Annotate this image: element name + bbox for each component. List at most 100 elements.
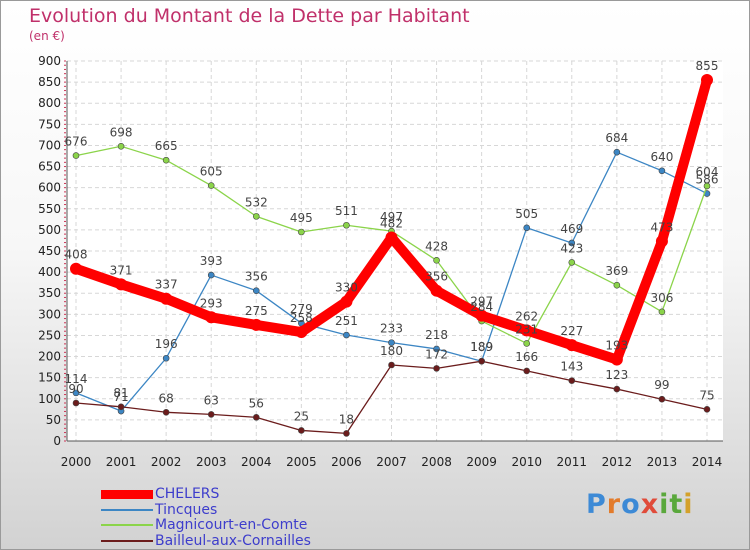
y-tick-label: 250 (38, 328, 61, 342)
data-label: 371 (110, 263, 133, 277)
data-label: 180 (380, 344, 403, 358)
y-minor-tick (64, 166, 66, 168)
x-tick-label: 2002 (151, 455, 182, 469)
legend-label: Tincques (155, 501, 218, 518)
y-minor-tick (64, 212, 66, 214)
y-minor-tick (64, 368, 66, 370)
y-minor-tick (64, 432, 66, 434)
x-tick-label: 2005 (286, 455, 317, 469)
y-minor-tick (64, 144, 66, 146)
data-label: 423 (560, 241, 583, 255)
legend-swatch (101, 508, 153, 511)
data-point (117, 403, 125, 411)
y-minor-tick (64, 106, 66, 108)
data-label: 408 (65, 248, 88, 262)
data-label: 189 (470, 340, 493, 354)
data-point (568, 377, 576, 384)
data-label: 143 (560, 360, 583, 374)
y-tick-label: 600 (38, 181, 61, 195)
data-point (433, 345, 440, 353)
data-label: 665 (155, 139, 178, 153)
y-tick-label: 200 (38, 350, 61, 364)
y-tick-label: 100 (38, 392, 61, 406)
data-label: 81 (113, 386, 128, 400)
y-minor-tick (64, 111, 66, 113)
data-point (252, 213, 260, 220)
y-tick-label: 550 (38, 202, 61, 216)
data-label: 511 (335, 204, 358, 218)
data-label: 330 (335, 281, 358, 295)
y-minor-tick (64, 301, 66, 303)
data-label: 279 (290, 302, 313, 316)
y-minor-tick (64, 440, 66, 442)
data-label: 166 (515, 350, 538, 364)
x-tick-label: 2014 (692, 455, 723, 469)
data-point (207, 411, 215, 418)
data-label: 505 (515, 207, 538, 221)
y-minor-tick (64, 199, 66, 201)
data-point (72, 389, 80, 397)
data-point (162, 408, 170, 416)
y-minor-tick (64, 398, 66, 400)
data-label: 428 (425, 239, 448, 253)
data-point (250, 318, 263, 331)
y-minor-tick (64, 187, 66, 189)
y-minor-tick (64, 233, 66, 235)
y-tick-label: 150 (38, 371, 61, 385)
logo-letter: t (669, 489, 684, 520)
data-point (520, 324, 533, 337)
y-minor-tick (64, 313, 66, 315)
data-point (252, 414, 260, 421)
y-minor-tick (64, 334, 66, 336)
y-minor-tick (64, 263, 66, 265)
x-tick-label: 2008 (421, 455, 452, 469)
logo-letter: r (606, 489, 622, 520)
data-label: 855 (696, 59, 719, 73)
y-minor-tick (64, 292, 66, 294)
data-label: 497 (380, 210, 403, 224)
data-point (433, 365, 440, 372)
y-minor-tick (64, 102, 66, 104)
y-minor-tick (64, 178, 66, 180)
y-minor-tick (64, 60, 66, 62)
data-point (70, 262, 82, 275)
y-minor-tick (64, 220, 66, 222)
y-minor-tick (64, 296, 66, 298)
data-point (523, 340, 531, 347)
data-point (565, 339, 578, 352)
data-label: 676 (65, 135, 88, 149)
data-point (343, 221, 350, 229)
y-minor-tick (64, 208, 66, 210)
data-label: 698 (110, 125, 133, 139)
y-minor-tick (64, 385, 66, 387)
y-minor-tick (64, 427, 66, 429)
y-minor-tick (64, 157, 66, 159)
y-minor-tick (64, 182, 66, 184)
y-minor-tick (64, 318, 66, 320)
data-point (610, 353, 623, 366)
data-point (343, 430, 350, 437)
data-label: 532 (245, 195, 268, 209)
y-minor-tick (64, 119, 66, 121)
data-point (72, 152, 80, 159)
data-point (72, 399, 80, 407)
data-label: 227 (560, 324, 583, 338)
y-minor-tick (64, 343, 66, 345)
legend-label: CHELERS (155, 486, 220, 502)
data-label: 473 (650, 220, 673, 234)
data-point (703, 182, 711, 190)
data-label: 469 (560, 222, 583, 236)
data-point (658, 395, 666, 403)
y-minor-tick (64, 381, 66, 383)
y-minor-tick (64, 77, 66, 79)
data-label: 172 (425, 347, 448, 361)
logo-letter: i (659, 489, 670, 520)
y-minor-tick (64, 132, 66, 134)
data-point (613, 148, 621, 156)
data-point (207, 182, 215, 189)
y-minor-tick (64, 305, 66, 307)
y-minor-tick (64, 267, 66, 269)
data-point (385, 231, 398, 244)
y-minor-tick (64, 372, 66, 374)
y-minor-tick (64, 419, 66, 421)
